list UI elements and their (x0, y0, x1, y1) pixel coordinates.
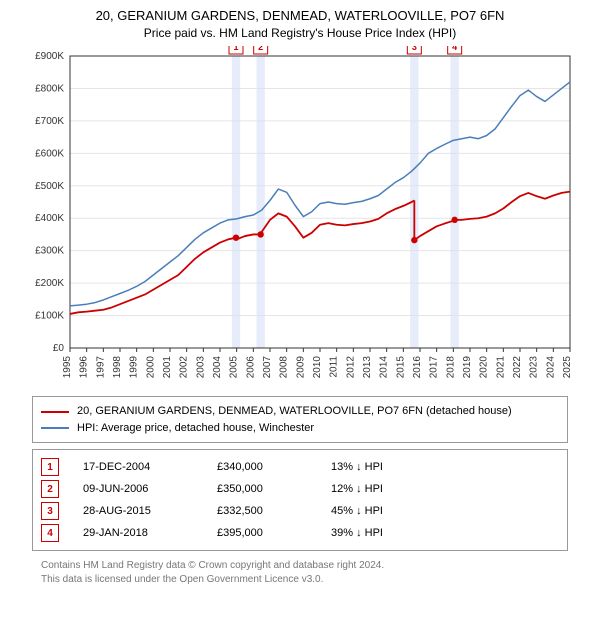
svg-text:2002: 2002 (179, 356, 190, 379)
svg-text:2010: 2010 (312, 356, 323, 379)
transaction-price: £395,000 (217, 527, 307, 539)
svg-text:£200K: £200K (35, 278, 64, 289)
transaction-row: 1 17-DEC-2004 £340,000 13% ↓ HPI (41, 456, 559, 478)
svg-text:2004: 2004 (212, 356, 223, 379)
legend-row: HPI: Average price, detached house, Winc… (41, 420, 559, 437)
svg-text:1995: 1995 (62, 356, 73, 379)
transactions-box: 1 17-DEC-2004 £340,000 13% ↓ HPI 2 09-JUN-200… (32, 449, 568, 551)
transaction-diff: 12% ↓ HPI (331, 483, 383, 495)
chart-title: 20, GERANIUM GARDENS, DENMEAD, WATERLOOV… (10, 8, 590, 24)
transaction-row: 3 28-AUG-2015 £332,500 45% ↓ HPI (41, 500, 559, 522)
svg-text:£0: £0 (53, 343, 65, 354)
svg-text:2005: 2005 (229, 356, 240, 379)
svg-text:4: 4 (452, 46, 457, 52)
transaction-marker: 3 (41, 502, 59, 520)
chart-svg: £0 £100K £200K £300K £400K £500K £600K £700K £80… (20, 46, 580, 386)
svg-text:£100K: £100K (35, 311, 64, 322)
svg-text:2023: 2023 (529, 356, 540, 379)
svg-text:2006: 2006 (245, 356, 256, 379)
transaction-date: 29-JAN-2018 (83, 527, 193, 539)
svg-text:2020: 2020 (479, 356, 490, 379)
svg-text:£600K: £600K (35, 149, 64, 160)
svg-text:2011: 2011 (329, 356, 340, 378)
footer-line1: Contains HM Land Registry data © Crown c… (41, 559, 559, 573)
svg-text:1996: 1996 (79, 356, 90, 379)
svg-text:£500K: £500K (35, 181, 64, 192)
svg-text:2009: 2009 (295, 356, 306, 379)
svg-text:2017: 2017 (429, 356, 440, 379)
svg-text:2018: 2018 (445, 356, 456, 379)
legend: 20, GERANIUM GARDENS, DENMEAD, WATERLOOV… (32, 396, 568, 443)
svg-text:3: 3 (412, 46, 417, 52)
svg-text:2016: 2016 (412, 356, 423, 379)
footer: Contains HM Land Registry data © Crown c… (41, 559, 559, 586)
svg-text:2008: 2008 (279, 356, 290, 379)
svg-text:2025: 2025 (562, 356, 573, 379)
svg-text:2: 2 (258, 46, 263, 52)
svg-text:1999: 1999 (129, 356, 140, 379)
svg-text:2019: 2019 (462, 356, 473, 379)
transaction-date: 17-DEC-2004 (83, 461, 193, 473)
svg-text:1998: 1998 (112, 356, 123, 379)
transaction-marker: 2 (41, 480, 59, 498)
svg-text:£900K: £900K (35, 51, 64, 62)
transaction-date: 09-JUN-2006 (83, 483, 193, 495)
svg-text:2007: 2007 (262, 356, 273, 379)
transaction-diff: 45% ↓ HPI (331, 505, 383, 517)
svg-text:£700K: £700K (35, 116, 64, 127)
svg-text:2003: 2003 (195, 356, 206, 379)
transaction-price: £350,000 (217, 483, 307, 495)
legend-label: HPI: Average price, detached house, Winc… (77, 420, 314, 437)
legend-swatch (41, 411, 69, 413)
svg-text:2012: 2012 (345, 356, 356, 379)
footer-line2: This data is licensed under the Open Gov… (41, 573, 559, 587)
transaction-row: 4 29-JAN-2018 £395,000 39% ↓ HPI (41, 522, 559, 544)
svg-text:2001: 2001 (162, 356, 173, 379)
svg-text:£400K: £400K (35, 213, 64, 224)
svg-text:2021: 2021 (495, 356, 506, 379)
page-container: 20, GERANIUM GARDENS, DENMEAD, WATERLOOV… (0, 0, 600, 620)
chart: £0 £100K £200K £300K £400K £500K £600K £700K £80… (20, 46, 580, 386)
chart-subtitle: Price paid vs. HM Land Registry's House … (10, 26, 590, 40)
transaction-diff: 39% ↓ HPI (331, 527, 383, 539)
svg-text:2022: 2022 (512, 356, 523, 379)
svg-text:2000: 2000 (145, 356, 156, 379)
svg-text:2014: 2014 (379, 356, 390, 379)
svg-text:2024: 2024 (545, 356, 556, 379)
transaction-diff: 13% ↓ HPI (331, 461, 383, 473)
transaction-marker: 4 (41, 524, 59, 542)
svg-text:2013: 2013 (362, 356, 373, 379)
transaction-marker: 1 (41, 458, 59, 476)
svg-text:£800K: £800K (35, 84, 64, 95)
transaction-date: 28-AUG-2015 (83, 505, 193, 517)
svg-text:1997: 1997 (95, 356, 106, 379)
transaction-price: £332,500 (217, 505, 307, 517)
transaction-price: £340,000 (217, 461, 307, 473)
svg-text:2015: 2015 (395, 356, 406, 379)
svg-text:£300K: £300K (35, 246, 64, 257)
legend-row: 20, GERANIUM GARDENS, DENMEAD, WATERLOOV… (41, 403, 559, 420)
legend-label: 20, GERANIUM GARDENS, DENMEAD, WATERLOOV… (77, 403, 512, 420)
transaction-row: 2 09-JUN-2006 £350,000 12% ↓ HPI (41, 478, 559, 500)
svg-text:1: 1 (233, 46, 238, 52)
legend-swatch (41, 427, 69, 429)
